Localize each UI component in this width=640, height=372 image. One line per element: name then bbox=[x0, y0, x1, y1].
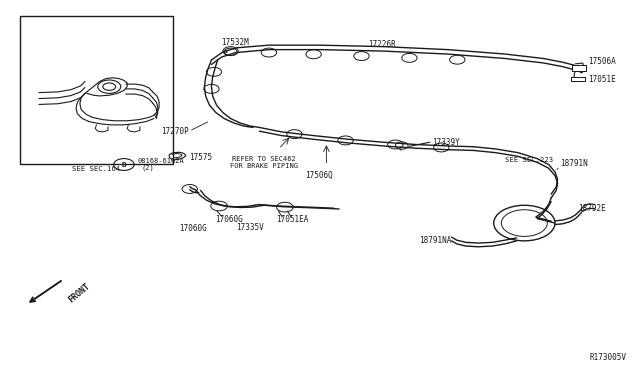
Text: T: T bbox=[399, 147, 403, 152]
Text: 17532M: 17532M bbox=[221, 38, 249, 47]
Text: 17051E: 17051E bbox=[588, 75, 616, 84]
Text: 08168-6162A: 08168-6162A bbox=[138, 158, 185, 164]
Bar bbox=[571, 77, 585, 81]
Text: 17051EA: 17051EA bbox=[276, 215, 309, 224]
Text: 17226R: 17226R bbox=[368, 40, 396, 49]
Text: 18791NA: 18791NA bbox=[420, 236, 452, 246]
Text: SEE SEC.164: SEE SEC.164 bbox=[72, 166, 120, 172]
Text: FRONT: FRONT bbox=[67, 281, 92, 304]
Text: REFER TO SEC462
FOR BRAKE PIPING: REFER TO SEC462 FOR BRAKE PIPING bbox=[230, 155, 298, 169]
Text: 17506A: 17506A bbox=[588, 57, 616, 66]
Text: SEE SEC.223: SEE SEC.223 bbox=[505, 157, 554, 163]
Text: 17060G: 17060G bbox=[214, 215, 243, 224]
Text: 17575: 17575 bbox=[189, 153, 212, 161]
Text: B: B bbox=[122, 161, 126, 167]
Text: R173005V: R173005V bbox=[589, 353, 627, 362]
Bar bbox=[20, 16, 173, 164]
Text: 17339Y: 17339Y bbox=[432, 138, 460, 147]
Text: 17270P: 17270P bbox=[161, 126, 189, 136]
Text: 18791N: 18791N bbox=[560, 159, 588, 168]
Text: 18792E: 18792E bbox=[578, 204, 605, 213]
Text: 17506Q: 17506Q bbox=[305, 171, 333, 180]
Text: (2): (2) bbox=[142, 164, 155, 171]
Text: 17060G: 17060G bbox=[179, 224, 207, 233]
Bar bbox=[572, 65, 586, 71]
Text: 17335V: 17335V bbox=[236, 223, 264, 232]
